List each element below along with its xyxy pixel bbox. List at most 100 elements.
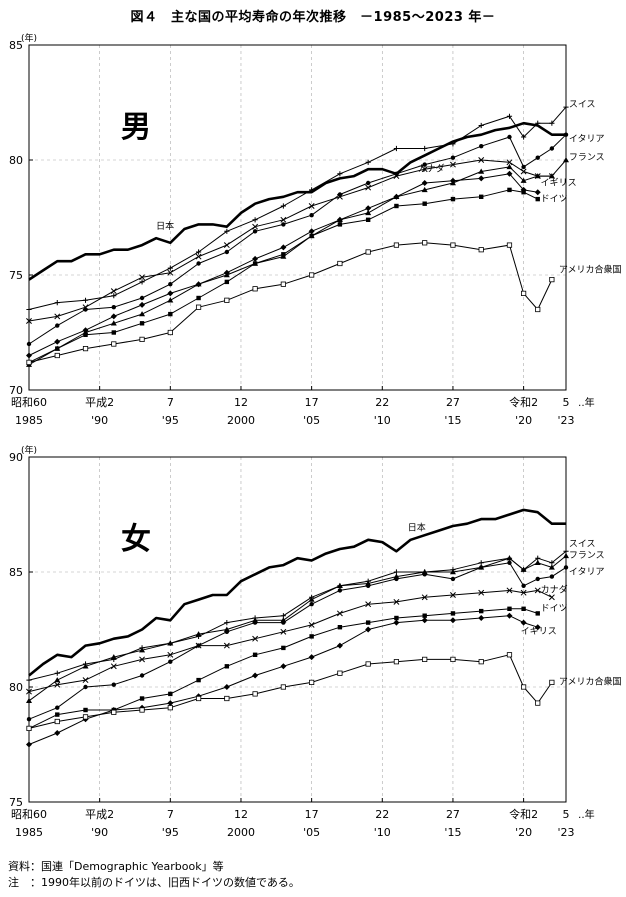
series-label-france: フランス	[569, 550, 605, 561]
data-point-usa	[195, 695, 202, 702]
data-point-usa	[82, 345, 89, 352]
data-point-usa	[422, 240, 428, 246]
data-point-germany	[83, 332, 88, 337]
x-tick-label-year: '10	[374, 414, 391, 427]
data-point-usa	[54, 718, 60, 725]
data-point-canada	[139, 656, 146, 663]
figure-title: 図４ 主な国の平均寿命の年次推移 －1985～2023 年－	[130, 10, 496, 25]
data-point-canada	[280, 628, 287, 635]
series-line-germany	[28, 608, 538, 729]
data-point-canada	[393, 598, 400, 605]
data-point-france	[365, 209, 372, 216]
data-point-uk	[223, 269, 230, 276]
data-point-canada	[365, 601, 372, 608]
data-point-usa	[365, 661, 371, 667]
data-point-canada	[167, 651, 174, 658]
data-point-canada	[336, 193, 343, 200]
source-note: 資料：国連「Demographic Yearbook」等	[8, 860, 224, 873]
data-point-germany	[224, 664, 230, 669]
series-label-usa: アメリカ合衆国	[559, 264, 622, 276]
data-point-italy	[55, 323, 60, 328]
data-point-switzerland	[280, 203, 286, 209]
series-italy	[26, 132, 569, 347]
data-point-uk	[393, 619, 400, 626]
data-point-germany	[521, 190, 526, 195]
x-tick-label-era: 令和2	[509, 807, 538, 821]
data-point-germany	[365, 620, 371, 625]
data-point-usa	[393, 659, 400, 665]
x-tick-label-year: '23	[557, 414, 574, 427]
data-point-france	[26, 697, 32, 703]
data-point-usa	[167, 329, 173, 336]
data-point-usa	[139, 707, 145, 713]
data-point-uk	[393, 193, 400, 200]
data-point-uk	[365, 626, 372, 633]
data-point-germany	[365, 217, 371, 222]
data-point-italy	[549, 146, 555, 151]
data-point-france	[167, 297, 174, 303]
data-point-germany	[422, 201, 427, 206]
data-point-italy	[479, 144, 484, 149]
data-point-uk	[534, 624, 541, 631]
x-tick-label-year: '20	[515, 414, 532, 427]
data-point-france	[506, 555, 513, 561]
x-axis-unit: ‥年	[578, 808, 595, 821]
data-point-germany	[252, 652, 258, 657]
data-point-italy	[521, 583, 526, 588]
data-point-uk	[308, 228, 315, 235]
x-tick-label-year: '05	[303, 826, 320, 839]
data-point-germany	[507, 606, 512, 611]
data-point-france	[534, 559, 541, 565]
data-point-canada	[54, 681, 61, 688]
data-point-canada	[548, 594, 555, 601]
data-point-canada	[421, 166, 428, 173]
data-point-switzerland	[393, 145, 400, 152]
series-canada	[26, 157, 555, 324]
data-point-italy	[196, 261, 201, 266]
data-point-switzerland	[54, 670, 60, 676]
y-tick-label: 70	[9, 384, 23, 397]
series-germany	[26, 606, 540, 731]
data-point-usa	[111, 709, 117, 715]
data-point-switzerland	[521, 134, 527, 140]
data-point-germany	[337, 625, 343, 630]
data-point-canada	[252, 223, 259, 230]
data-point-italy	[422, 162, 427, 167]
series-canada	[26, 587, 555, 695]
data-point-switzerland	[139, 279, 145, 285]
data-point-italy	[535, 576, 540, 582]
series-label-switzerland: スイス	[569, 100, 596, 110]
data-point-italy	[521, 164, 526, 170]
x-axis-unit: ‥年	[578, 396, 595, 409]
data-point-uk	[54, 338, 61, 345]
series-line-italy	[28, 562, 567, 720]
grid	[29, 457, 566, 802]
data-point-switzerland	[422, 145, 428, 152]
y-tick-label: 75	[9, 269, 23, 282]
data-point-france	[110, 654, 117, 660]
data-point-italy	[224, 249, 230, 255]
x-tick-label-era: 12	[234, 396, 248, 409]
data-point-germany	[535, 196, 540, 202]
data-point-usa	[111, 341, 117, 347]
data-point-france	[139, 311, 146, 317]
data-point-germany	[450, 611, 456, 616]
x-tick-label-year: '95	[162, 826, 179, 839]
data-point-usa	[393, 242, 400, 248]
data-point-uk	[478, 615, 485, 621]
data-point-france	[336, 582, 343, 588]
data-point-usa	[195, 304, 202, 310]
series-label-italy: イタリア	[569, 134, 605, 145]
data-point-canada	[478, 589, 485, 596]
data-point-france	[110, 320, 117, 326]
data-point-uk	[478, 175, 485, 182]
series-uk	[26, 612, 541, 748]
data-point-germany	[394, 203, 399, 209]
data-point-switzerland	[506, 113, 513, 119]
series-line-usa	[28, 242, 553, 363]
data-point-france	[506, 163, 513, 170]
data-point-france	[139, 647, 146, 653]
data-point-italy	[337, 588, 343, 593]
data-point-canada	[520, 589, 527, 596]
data-point-switzerland	[309, 187, 315, 193]
